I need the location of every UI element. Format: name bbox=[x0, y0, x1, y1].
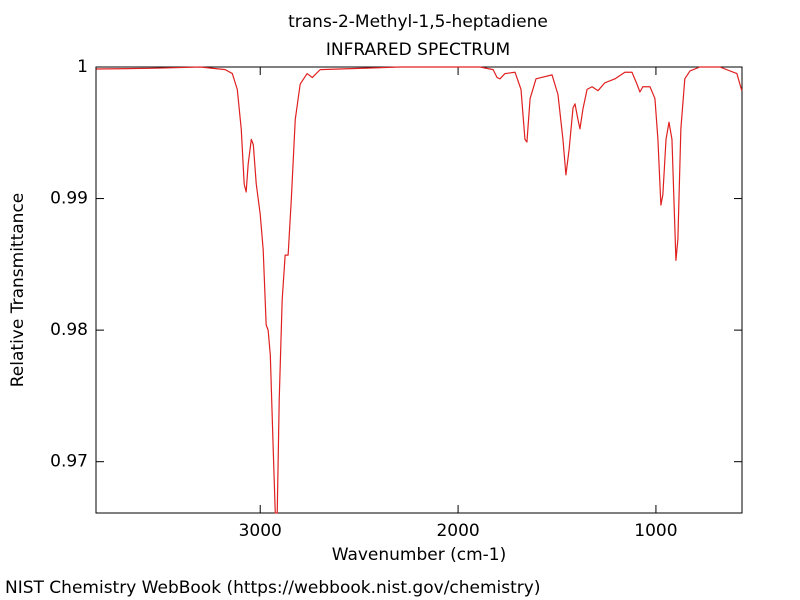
plot-frame bbox=[95, 66, 743, 514]
spectrum-line bbox=[96, 66, 743, 514]
chart-title: trans-2-Methyl-1,5-heptadiene bbox=[288, 12, 548, 32]
x-axis-label: Wavenumber (cm-1) bbox=[332, 545, 507, 565]
y-tick-label: 0.99 bbox=[50, 189, 88, 209]
x-tick-label: 3000 bbox=[239, 521, 282, 541]
x-tick-label: 1000 bbox=[634, 521, 677, 541]
chart-subtitle: INFRARED SPECTRUM bbox=[326, 40, 510, 60]
y-tick-label: 0.97 bbox=[50, 452, 88, 472]
y-axis-label: Relative Transmittance bbox=[8, 193, 28, 388]
x-tick-label: 2000 bbox=[436, 521, 479, 541]
y-tick-label: 1 bbox=[77, 57, 88, 77]
footer: NIST Chemistry WebBook (https://webbook.… bbox=[5, 578, 540, 598]
y-tick-label: 0.98 bbox=[50, 320, 88, 340]
